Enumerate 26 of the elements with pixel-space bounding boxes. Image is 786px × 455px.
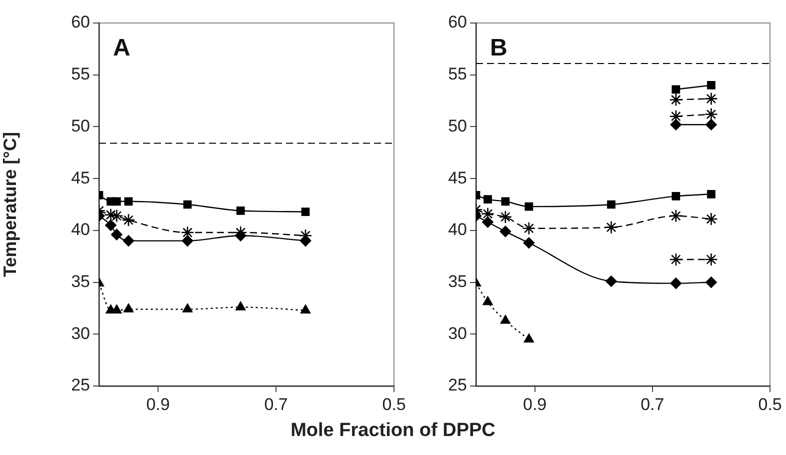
y-tick-label: 45 [71,168,90,188]
y-tick-label: 35 [448,272,467,291]
x-tick-label: 0.7 [640,394,664,414]
y-tick-label: 30 [448,324,467,343]
y-tick-label: 55 [448,64,467,84]
y-tick-label: 45 [448,168,467,188]
y-tick-label: 25 [71,376,90,395]
y-tick-label: 35 [71,272,90,291]
annotation: A [113,34,130,62]
x-axis-title: Mole Fraction of DPPC [290,420,496,442]
y-tick-label: 40 [448,220,467,240]
y-tick-label: 40 [71,220,90,240]
x-tick-label: 0.7 [264,394,288,414]
x-tick-label: 0.9 [146,394,170,414]
y-tick-label: 55 [71,64,90,84]
y-tick-label: 60 [448,12,467,32]
x-tick-label: 0.5 [758,394,782,414]
y-tick-label: 30 [71,324,90,343]
y-axis-title: Temperature [°C] [0,132,20,277]
y-tick-label: 60 [71,12,90,32]
y-tick-label: 50 [448,116,467,136]
y-tick-label: 50 [71,116,90,136]
x-tick-label: 0.5 [382,394,406,414]
annotation: B [490,34,508,62]
x-tick-label: 0.9 [522,394,547,414]
y-tick-label: 25 [448,376,467,395]
